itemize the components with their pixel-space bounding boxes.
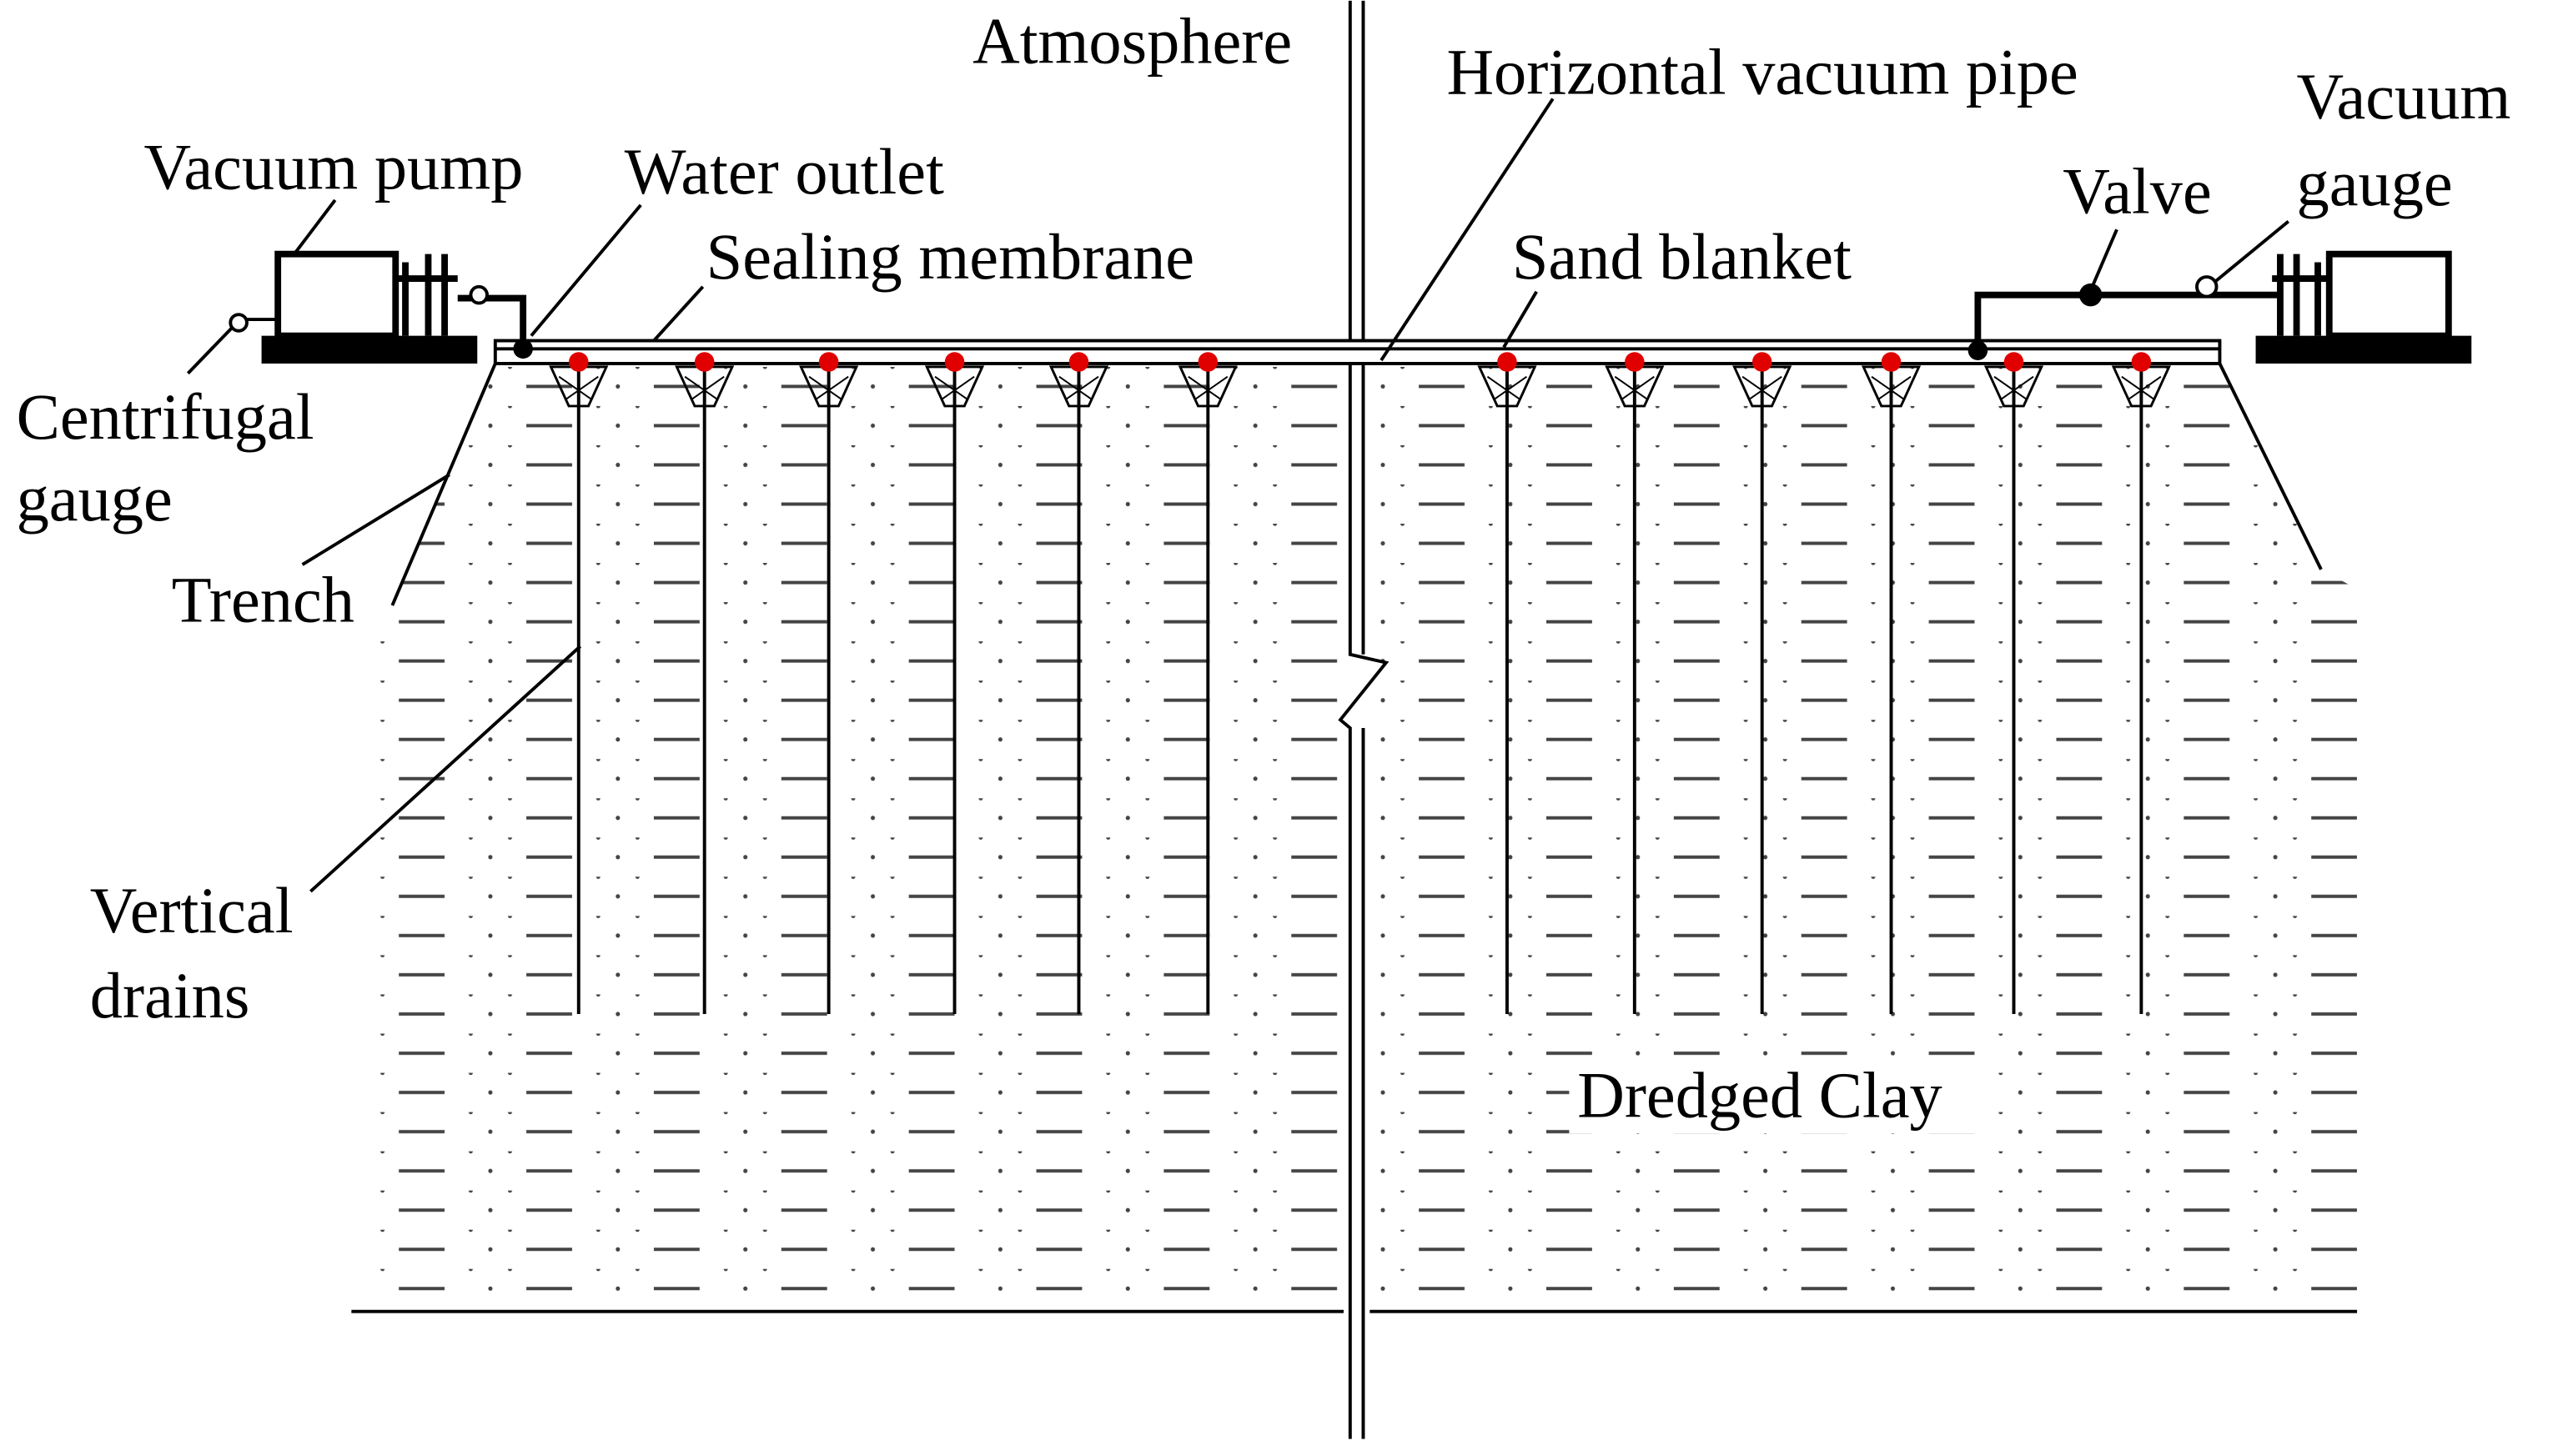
valve (2078, 283, 2103, 307)
drain-filter (675, 365, 735, 408)
pump-gauge (469, 284, 489, 305)
membrane (390, 339, 2323, 606)
trench-left (390, 363, 497, 606)
leader-centrifugal-gauge (186, 326, 234, 375)
drain-filter-hatch (1188, 375, 1229, 400)
sensor-dot (1751, 352, 1772, 372)
drain-filter (1732, 365, 1792, 408)
sensor-dot (694, 352, 715, 372)
label-centrifugal-gauge: Centrifugal (17, 380, 314, 453)
label-vacuum-pump: Vacuum pump (143, 130, 523, 203)
label-trench: Trench (172, 564, 354, 636)
sensor-dot (2131, 352, 2152, 372)
label-valve: Valve (2063, 155, 2211, 228)
pump-fittings (395, 254, 458, 336)
pump-base (2255, 335, 2472, 364)
trench-cut-left (375, 366, 495, 606)
pump-fittings (2272, 254, 2329, 336)
drain-filter-hatch (808, 375, 849, 400)
vacuum-gauge (2195, 275, 2219, 299)
pump-body (274, 250, 400, 339)
left-pump (229, 250, 533, 364)
label-atmosphere: Atmosphere (972, 4, 1292, 77)
leader-sand-blanket (1502, 290, 1538, 349)
sensor-dot (1881, 352, 1902, 372)
trench-right (2218, 363, 2323, 570)
pipe-joint (1967, 340, 1988, 361)
drain-filter (1477, 365, 1537, 408)
drain-filter (1048, 365, 1109, 408)
drain-filter (2111, 365, 2171, 408)
drain-filter (1861, 365, 1922, 408)
drain-filter-hatch (1058, 375, 1099, 400)
drain-filter (549, 365, 609, 408)
drain-filter-hatch (1614, 375, 1655, 400)
break-gap (1343, 0, 1370, 1456)
sensor-dot (1497, 352, 1517, 372)
sensor-dot (1068, 352, 1089, 372)
leader-trench (301, 473, 450, 566)
sensor-dot (1625, 352, 1645, 372)
trench-cut-right (2219, 366, 2358, 590)
leader-lines (186, 98, 2289, 893)
drain-filter (1983, 365, 2044, 408)
drain-filter-hatch (1993, 375, 2034, 400)
label-vertical-drains: Vertical (90, 874, 294, 946)
drain-filter (924, 365, 985, 408)
right-pump (1967, 250, 2472, 364)
label-sand-blanket: Sand blanket (1512, 220, 1852, 293)
sensor-dot (2003, 352, 2024, 372)
label-vertical-drains: drains (90, 959, 250, 1032)
label-sealing-membrane: Sealing membrane (706, 220, 1194, 293)
leader-sealing-membrane (652, 285, 705, 342)
water-outlet (513, 339, 533, 359)
leader-valve (2090, 228, 2118, 288)
drain-filter (799, 365, 859, 408)
centrifugal-gauge (229, 313, 249, 333)
sensor-dot (818, 352, 839, 372)
label-water-outlet: Water outlet (625, 135, 944, 208)
pump-body (2325, 250, 2452, 339)
leader-vacuum-pump (293, 198, 337, 255)
label-vacuum-gauge: Vacuum (2297, 60, 2511, 133)
drain-filter-hatch (1741, 375, 1782, 400)
sensor-dot (1198, 352, 1219, 372)
label-centrifugal-gauge: gauge (17, 462, 173, 535)
labels: Atmosphere Horizontal vacuum pipe Vacuum… (17, 4, 2511, 1134)
break-line (1338, 0, 1390, 1456)
leader-vacuum-gauge (2214, 219, 2289, 284)
label-horizontal-pipe: Horizontal vacuum pipe (1446, 36, 2078, 108)
label-background (1569, 1059, 1994, 1134)
pump-base (261, 335, 478, 364)
label-vacuum-gauge: gauge (2297, 147, 2453, 219)
drain-filter-hatch (934, 375, 975, 400)
drain-filter-hatch (2121, 375, 2162, 400)
drain-filter-hatch (1871, 375, 1912, 400)
drains (549, 352, 2171, 1014)
leader-horizontal-pipe (1379, 98, 1555, 362)
leader-vertical-drains (309, 645, 582, 893)
sensor-dot (569, 352, 589, 372)
drain-filter (1178, 365, 1238, 408)
drain-filter (1605, 365, 1665, 408)
vacuum-pipe (1974, 291, 2280, 348)
sand-blanket-layer (493, 339, 2222, 365)
drain-filter-hatch (1486, 375, 1528, 400)
leader-water-outlet (530, 203, 642, 337)
drain-filter-hatch (684, 375, 725, 400)
break-line-left (1338, 0, 1390, 1439)
sensor-dot (944, 352, 965, 372)
label-dredged-clay: Dredged Clay (1577, 1058, 1942, 1131)
drain-filter-hatch (558, 375, 599, 400)
